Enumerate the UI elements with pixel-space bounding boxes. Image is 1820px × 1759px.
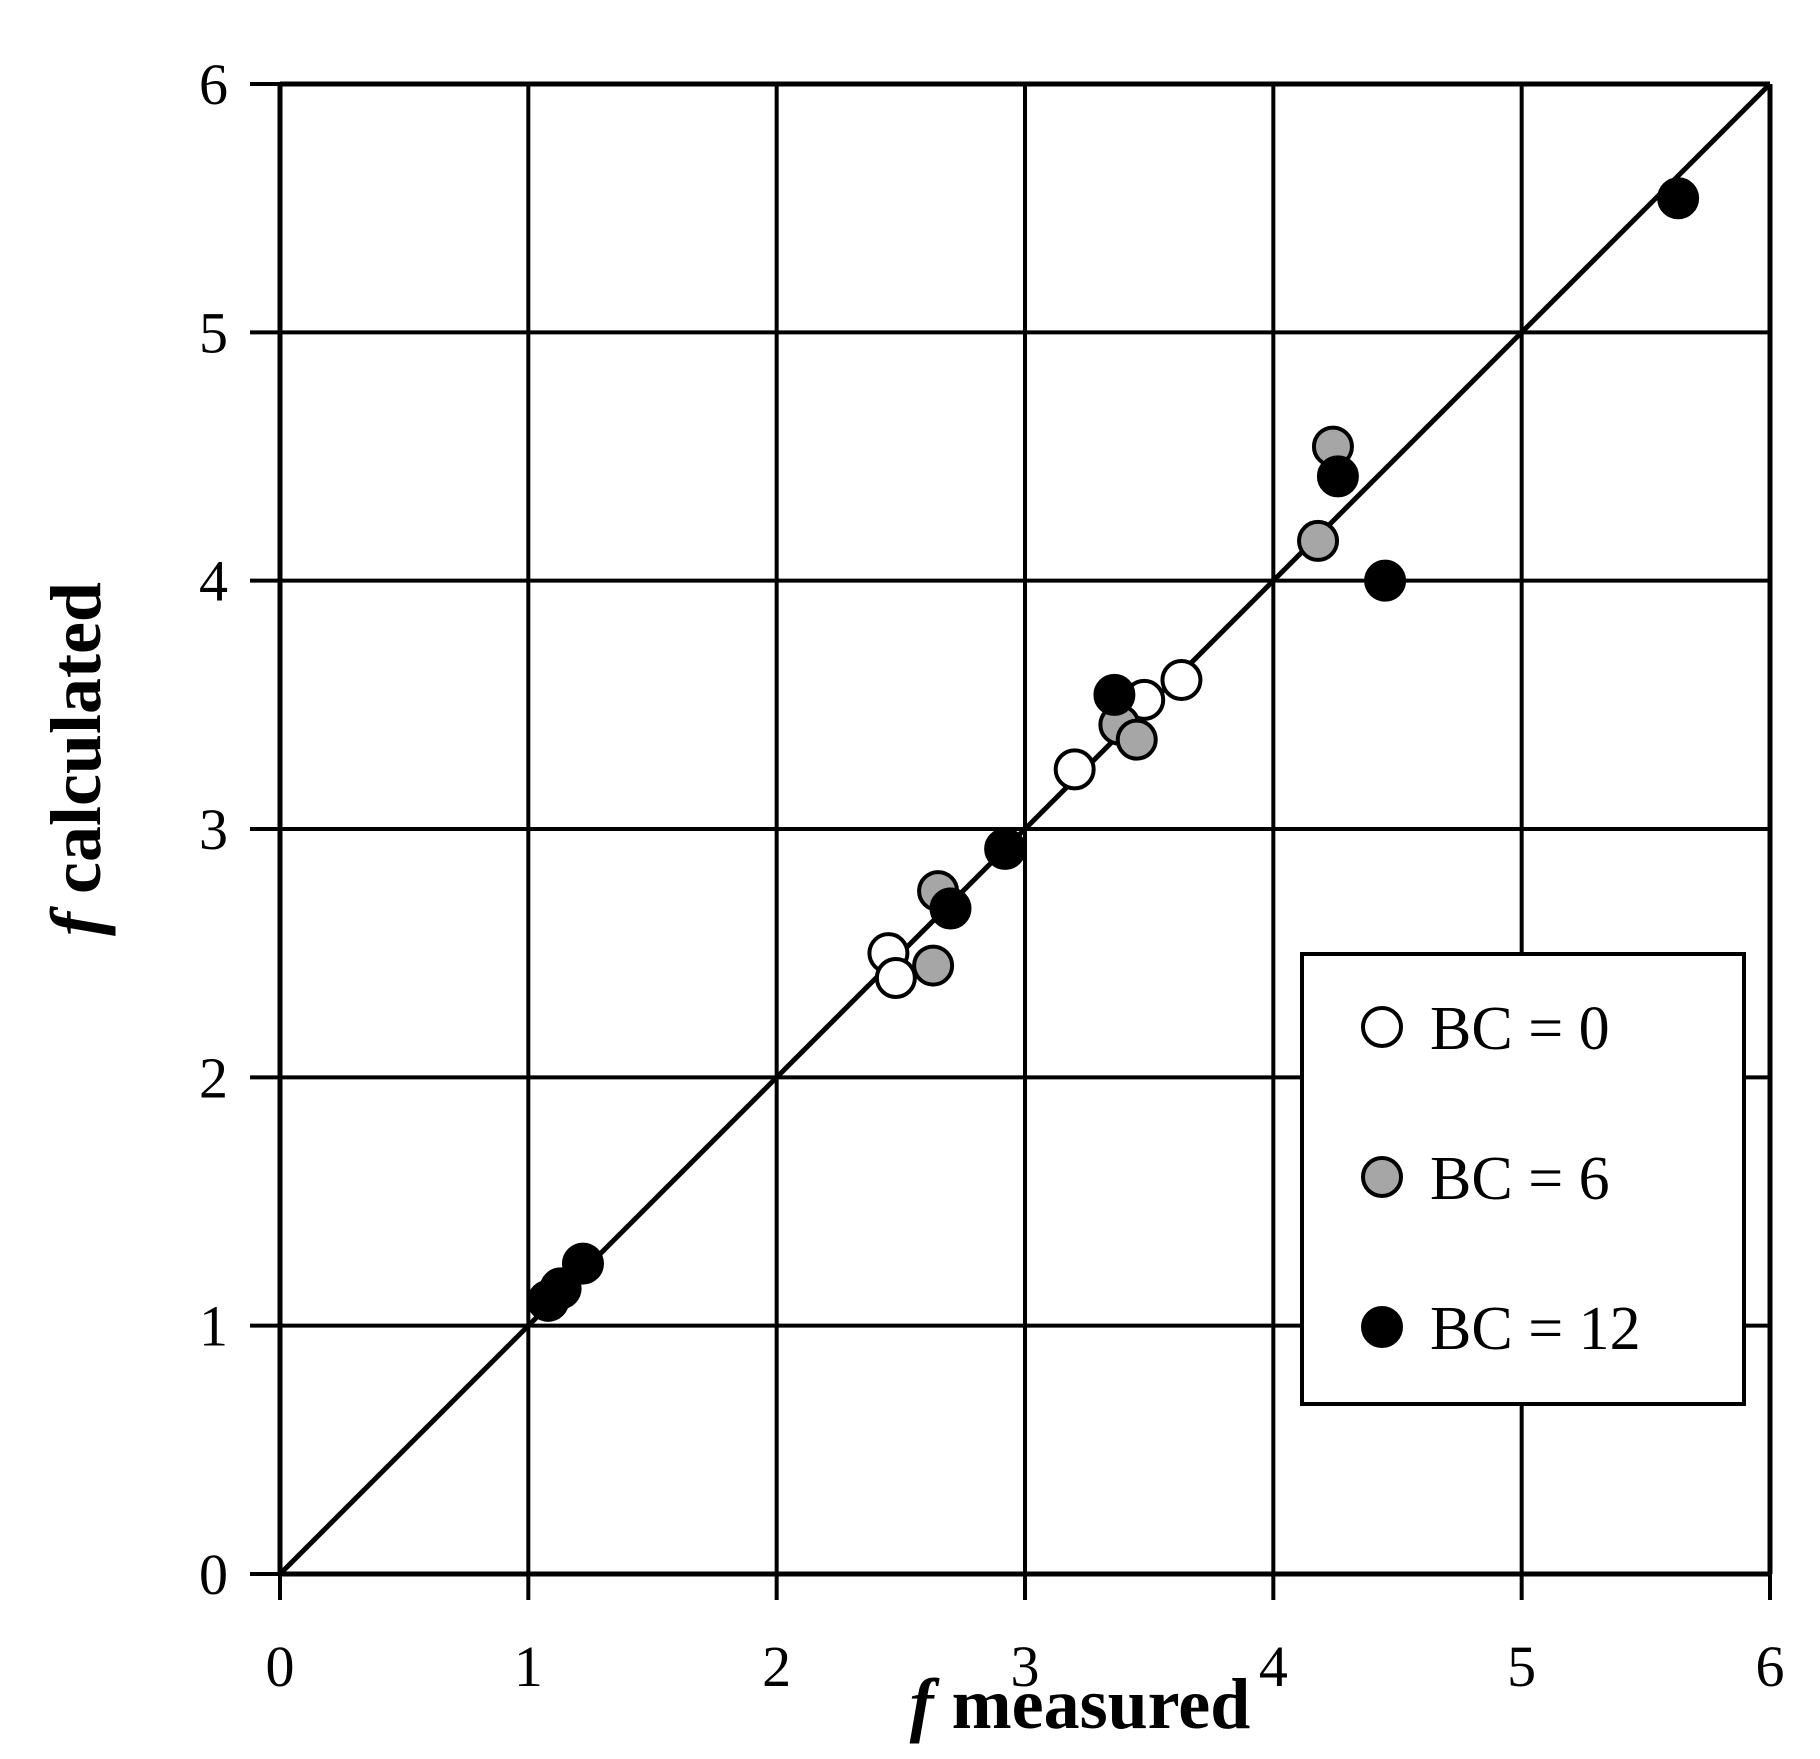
data-point-bc-6	[912, 944, 955, 987]
y-tick-label: 2	[199, 1045, 228, 1110]
legend-marker-bc-0	[1361, 1006, 1403, 1048]
x-tick-label: 4	[1259, 1634, 1288, 1699]
x-tick-label: 6	[1756, 1634, 1785, 1699]
data-points	[527, 177, 1700, 1322]
y-tick-label: 6	[199, 52, 228, 117]
data-point-bc-12	[1657, 177, 1700, 220]
legend-label-bc-12: BC = 12	[1430, 1295, 1641, 1363]
y-axis-title-text: calculated	[36, 582, 116, 912]
reference-line	[278, 82, 1772, 1576]
y-tick-label: 3	[199, 797, 228, 862]
y-tick-label: 1	[199, 1294, 228, 1359]
y-tick-label: 0	[199, 1542, 228, 1607]
data-point-bc-12	[1093, 673, 1136, 716]
x-axis-title: f measured	[910, 1664, 1251, 1744]
legend-label-bc-0: BC = 0	[1430, 995, 1610, 1063]
tick-labels: 0 1 2 3 4 5 6 0 1 2 3 4 5 6	[199, 52, 1785, 1699]
data-point-bc-12	[984, 827, 1027, 870]
x-axis-title-text: measured	[934, 1664, 1251, 1744]
legend-marker-bc-6	[1361, 1156, 1403, 1198]
data-point-bc-12	[1364, 559, 1407, 602]
legend: BC = 0 BC = 6 BC = 12	[1300, 952, 1746, 1406]
legend-label-bc-6: BC = 6	[1430, 1145, 1610, 1213]
y-tick-label: 5	[199, 300, 228, 365]
x-tick-label: 3	[1011, 1634, 1040, 1699]
reference-line-layer	[278, 82, 1772, 1576]
legend-marker-bc-12	[1361, 1306, 1403, 1348]
x-tick-label: 5	[1507, 1634, 1536, 1699]
y-axis-title: f calculated	[36, 582, 116, 936]
y-tick-label: 4	[199, 549, 228, 614]
x-tick-label: 0	[266, 1634, 295, 1699]
x-tick-label: 1	[514, 1634, 543, 1699]
x-tick-label: 2	[762, 1634, 791, 1699]
data-point-bc-0	[1053, 748, 1096, 791]
data-point-bc-12	[561, 1242, 604, 1285]
data-point-bc-0	[1160, 659, 1203, 701]
data-point-bc-0	[874, 957, 917, 999]
data-point-bc-6	[1297, 519, 1340, 562]
data-point-bc-12	[929, 887, 972, 930]
data-point-bc-6	[1115, 718, 1158, 761]
data-point-bc-12	[1316, 455, 1359, 498]
